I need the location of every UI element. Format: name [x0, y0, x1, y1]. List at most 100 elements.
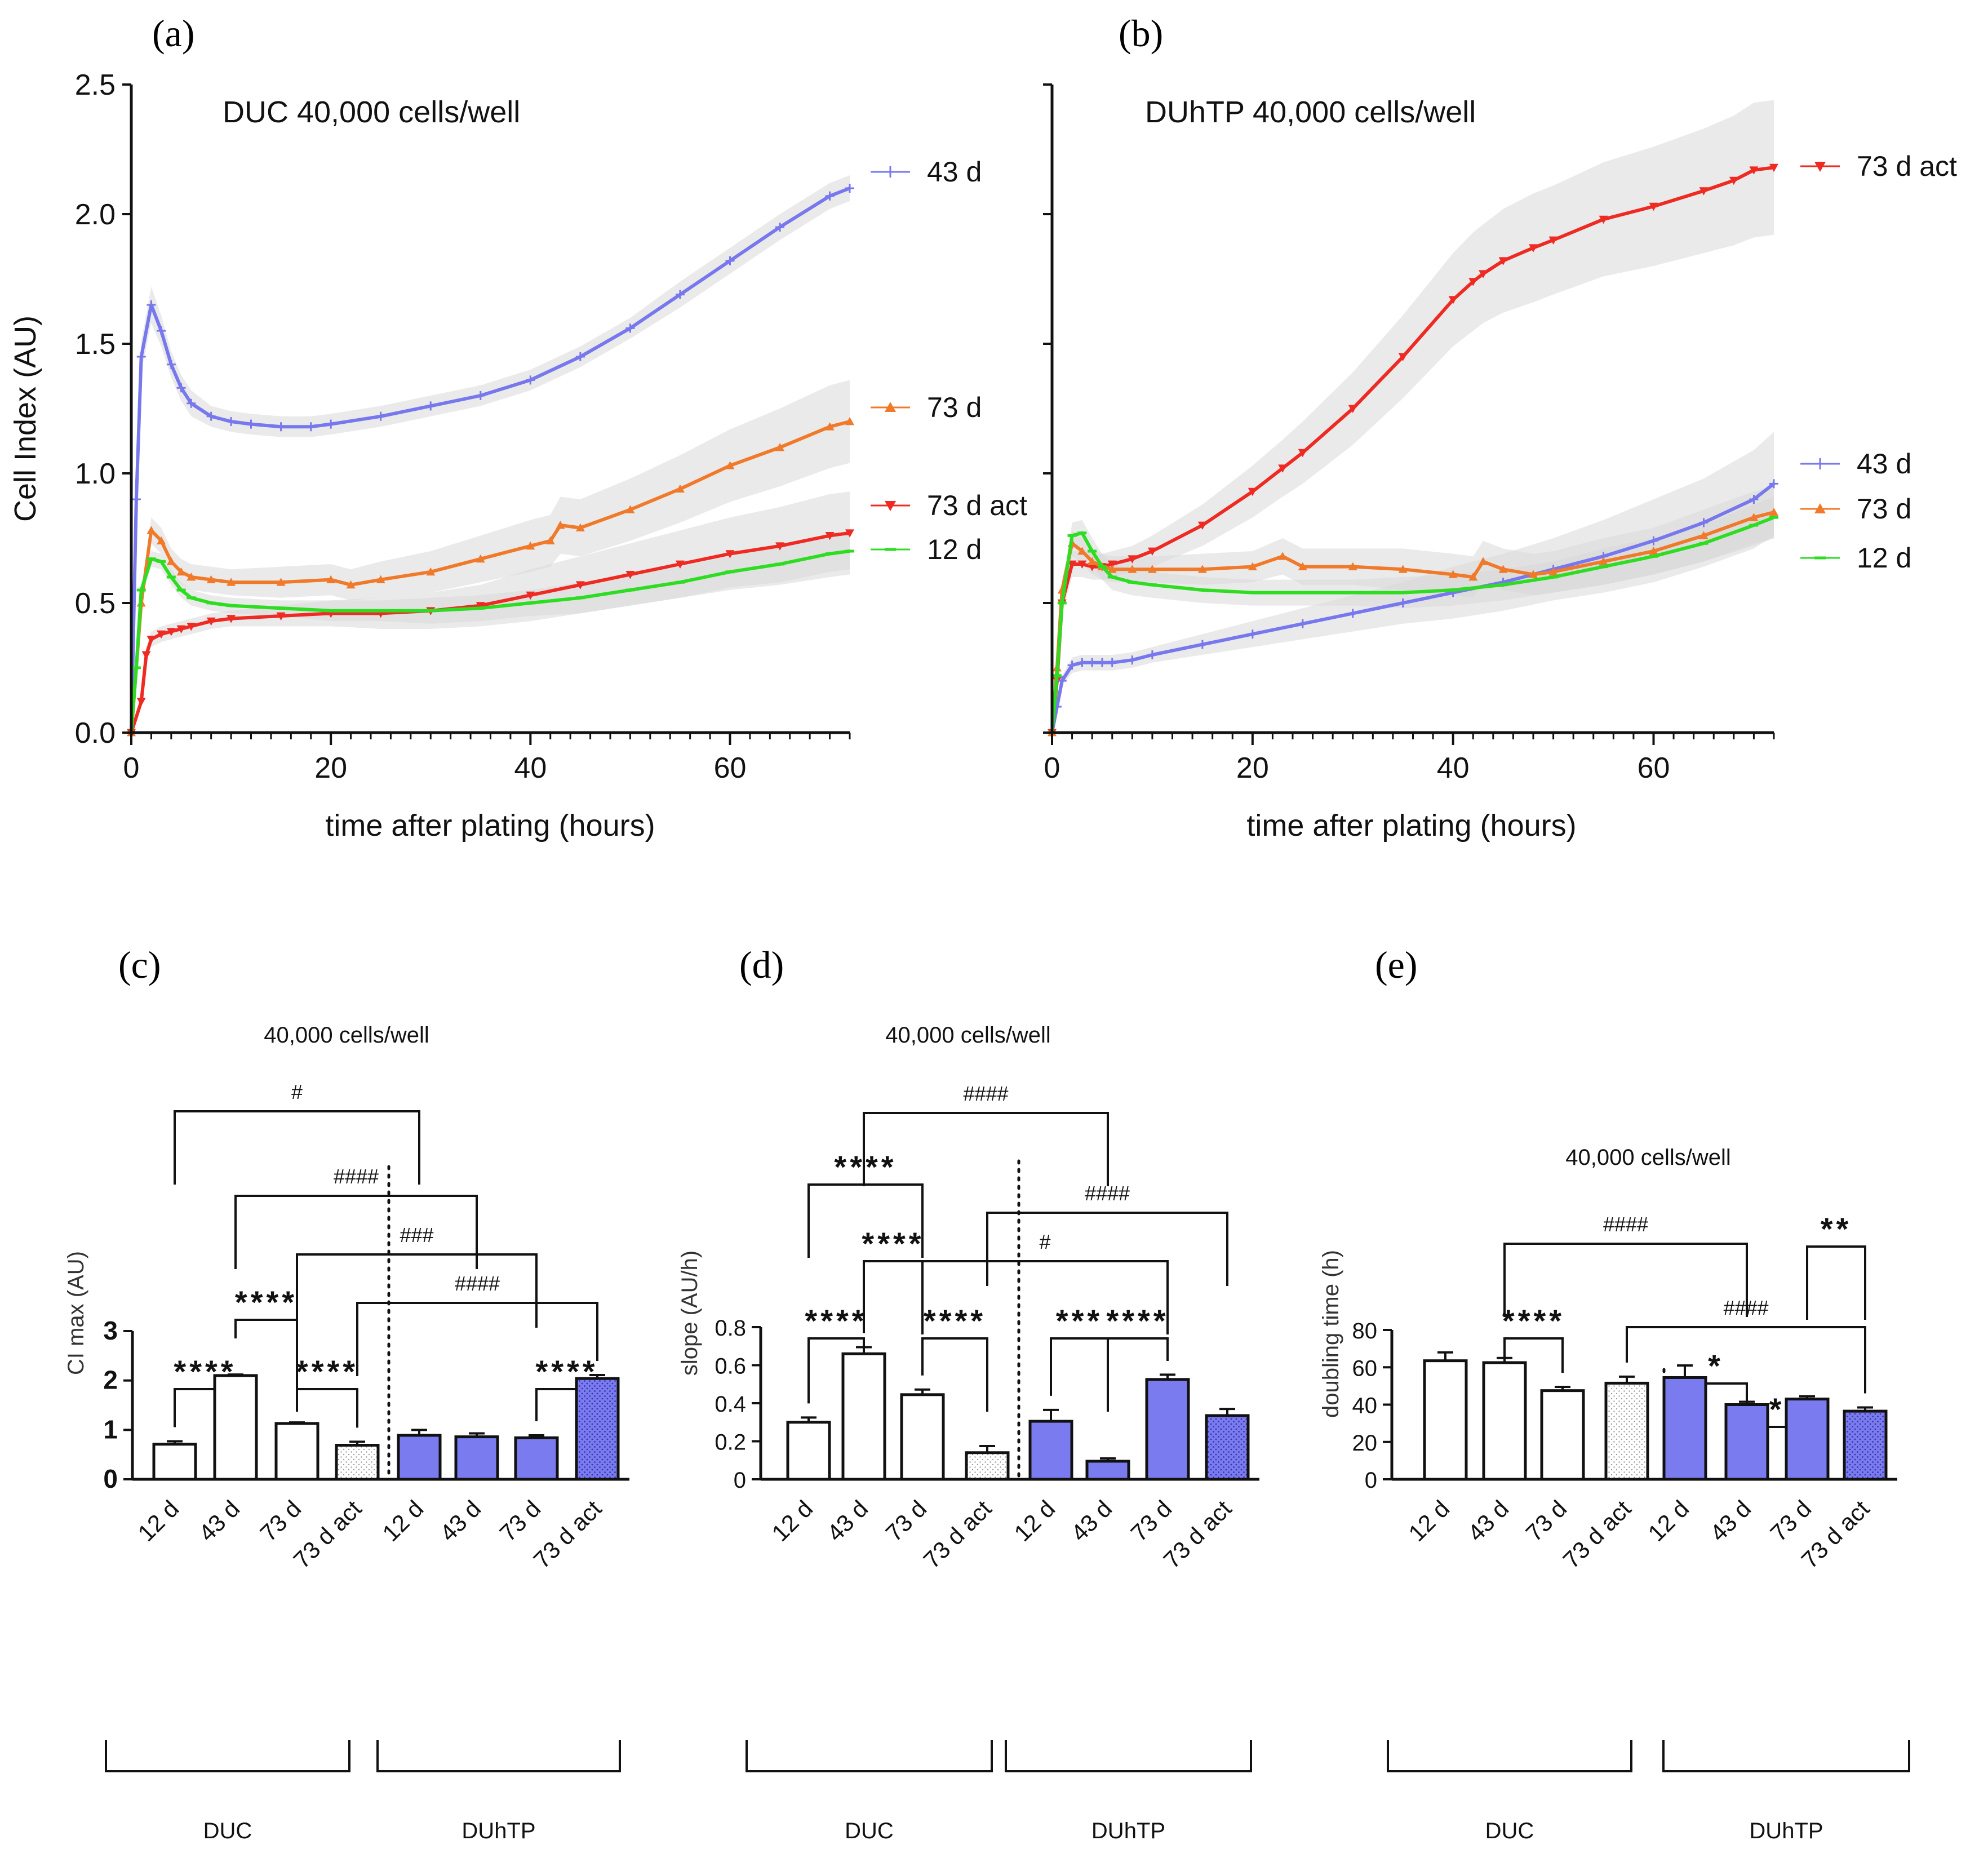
data-point	[1147, 650, 1157, 659]
y-tick-label: 80	[1352, 1319, 1378, 1343]
data-point	[1107, 565, 1117, 573]
data-point	[147, 300, 156, 309]
bar	[1843, 1409, 1888, 1481]
panel-d-bar-chart: 40,000 cells/well slope (AU/h) **** **** *…	[677, 1023, 1259, 1843]
data-point	[1769, 163, 1778, 172]
data-point	[1599, 215, 1608, 224]
data-point	[845, 417, 854, 425]
data-point	[1548, 236, 1558, 245]
data-point	[1248, 629, 1257, 639]
x-axis-label: time after plating (hours)	[325, 809, 655, 842]
legend-label: 12 d	[1857, 542, 1911, 574]
y-tick-label: 0	[734, 1468, 746, 1493]
significance-bracket	[1050, 1337, 1109, 1412]
data-point	[825, 422, 835, 431]
data-point	[845, 529, 854, 538]
significance-label: #	[1039, 1230, 1050, 1253]
y-tick-label: 0.4	[715, 1392, 746, 1417]
category-label: 12 d	[377, 1495, 428, 1546]
data-point	[166, 628, 176, 636]
legend: 73 d act 43 d 73 d 12 d	[1800, 150, 1957, 574]
data-point	[176, 567, 186, 576]
category-label: 73 d	[255, 1495, 306, 1546]
y-tick-label: 0	[1365, 1468, 1377, 1493]
error-bands	[131, 175, 850, 733]
significance-label: *	[1769, 1391, 1785, 1427]
legend-label: 73 d act	[1857, 150, 1957, 182]
data-point	[1448, 570, 1458, 578]
significance-label: ****	[296, 1354, 358, 1389]
y-tick-label: 3	[103, 1316, 118, 1345]
bar	[454, 1435, 499, 1481]
bar	[1145, 1378, 1190, 1481]
bar	[152, 1443, 197, 1481]
axes: 0 1 2 3	[103, 1316, 629, 1493]
significance-label: ####	[334, 1165, 379, 1188]
y-tick-label: 0.8	[715, 1316, 746, 1341]
data-point	[326, 575, 336, 583]
y-tick-label: 1.5	[75, 328, 116, 361]
y-tick-label: 1	[103, 1414, 118, 1444]
data-point	[1649, 536, 1658, 546]
y-tick-label: 0	[103, 1464, 118, 1493]
error-band-43-d	[131, 175, 850, 733]
data-point	[176, 383, 186, 393]
data-point	[476, 391, 485, 400]
data-point	[1077, 560, 1087, 569]
bar	[900, 1393, 945, 1481]
legend-marker	[1814, 162, 1826, 172]
group-bracket	[746, 1740, 993, 1772]
significance-label: ****	[924, 1303, 986, 1338]
category-label: 73 d	[1125, 1495, 1177, 1546]
significance-label: ****	[805, 1303, 867, 1338]
group-label: DUhTP	[1091, 1819, 1165, 1843]
data-point	[1088, 658, 1097, 667]
x-tick-label: 20	[314, 752, 347, 784]
data-point	[1699, 531, 1709, 539]
legend-marker	[885, 166, 896, 178]
data-point	[206, 617, 216, 626]
chart-title: DUhTP 40,000 cells/well	[1145, 95, 1476, 129]
data-point	[1077, 658, 1087, 667]
x-tick-label: 0	[123, 752, 140, 784]
data-point	[526, 591, 535, 600]
data-point	[1197, 565, 1207, 573]
data-point	[326, 419, 336, 429]
bar	[1423, 1359, 1468, 1481]
significance-label: #	[291, 1080, 303, 1103]
bar	[1604, 1381, 1649, 1481]
data-point	[845, 184, 854, 193]
significance-bracket	[863, 1112, 1109, 1186]
category-label: 73 d	[1520, 1495, 1572, 1546]
data-point	[1769, 479, 1778, 489]
panel-b-line-chart: 0 20 40 60 DUhTP 40,000 cells/well time aft…	[1043, 83, 1957, 842]
legend-label: 73 d	[927, 392, 982, 423]
data-point	[276, 612, 286, 620]
significance-label: ####	[455, 1272, 500, 1295]
legend-label: 73 d	[1857, 493, 1911, 525]
group-bracket	[1662, 1740, 1910, 1772]
category-label: 73 d act	[918, 1495, 996, 1573]
data-point	[157, 326, 166, 335]
data-point	[675, 290, 685, 299]
data-point	[1067, 660, 1077, 670]
data-point	[1529, 244, 1538, 252]
data-point	[675, 560, 685, 569]
y-tick-label: 2.5	[75, 69, 116, 101]
group-label: DUC	[845, 1819, 894, 1843]
category-label: 43 d	[193, 1495, 245, 1546]
panel-label-e: (e)	[1375, 943, 1417, 986]
data-point	[147, 636, 156, 644]
panel-label-c: (c)	[118, 943, 161, 986]
data-point	[1248, 562, 1257, 570]
legend-label: 12 d	[927, 534, 982, 565]
data-point	[825, 191, 835, 201]
y-tick-label: 40	[1352, 1394, 1378, 1418]
chart-title: 40,000 cells/well	[885, 1023, 1051, 1048]
category-label: 73 d act	[1557, 1495, 1636, 1573]
error-band-12-d	[1052, 496, 1774, 733]
y-axis-label: doubling time (h)	[1319, 1250, 1343, 1418]
data-point	[166, 557, 176, 565]
group-bracket	[1387, 1740, 1632, 1772]
data-point	[187, 623, 196, 631]
